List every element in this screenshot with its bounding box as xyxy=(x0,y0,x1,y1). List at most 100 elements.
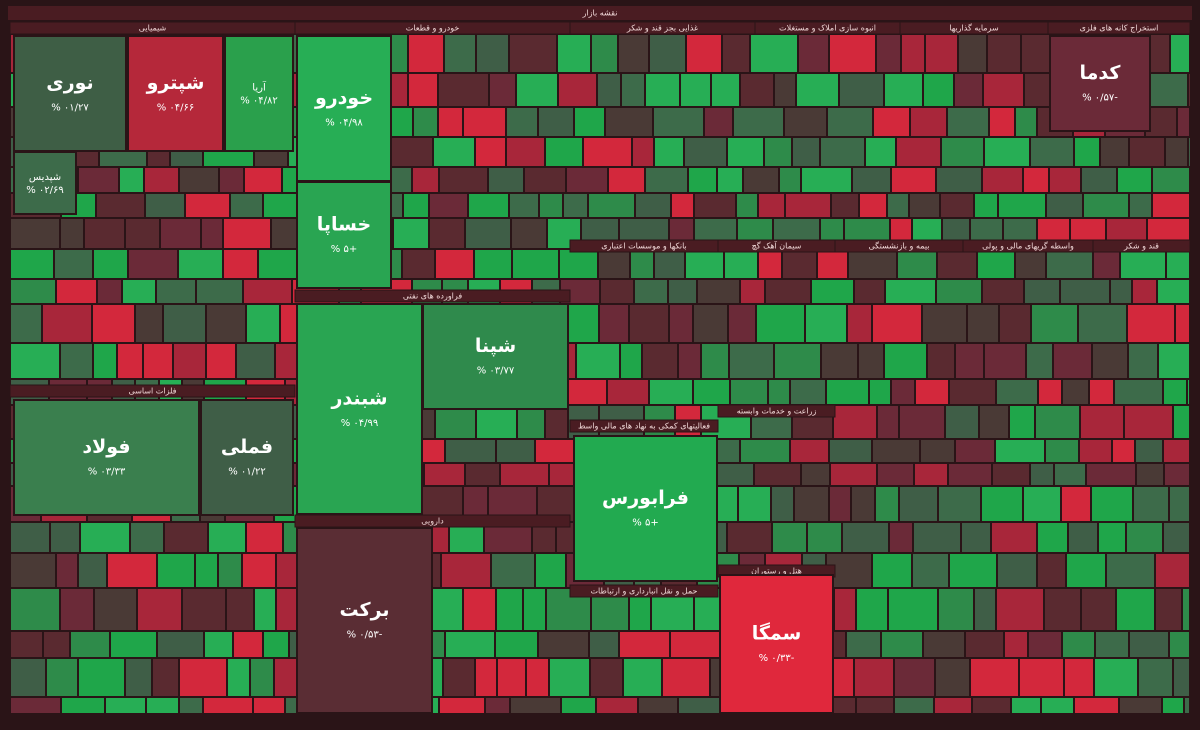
tile xyxy=(948,108,988,136)
tile xyxy=(1062,487,1090,521)
tile xyxy=(1080,440,1111,462)
tile xyxy=(510,194,538,217)
tile xyxy=(180,659,226,696)
tile xyxy=(79,659,124,696)
title-bar xyxy=(8,6,1192,20)
tile xyxy=(1093,344,1127,378)
sector-name: خودرو و قطعات xyxy=(406,24,460,33)
tile xyxy=(643,344,677,378)
tile xyxy=(830,35,875,72)
tile xyxy=(1047,250,1092,278)
tile xyxy=(1130,632,1168,657)
tile xyxy=(589,194,634,217)
tile xyxy=(892,380,914,404)
tile xyxy=(599,250,629,278)
tile xyxy=(769,380,789,404)
tile xyxy=(165,523,207,552)
tile xyxy=(686,250,723,278)
tile xyxy=(11,250,53,278)
tile xyxy=(1174,406,1189,438)
tile xyxy=(937,280,981,303)
tile xyxy=(489,168,523,192)
tile xyxy=(785,108,826,136)
tile xyxy=(1096,632,1128,657)
tile xyxy=(106,698,145,713)
tile xyxy=(924,632,964,657)
tile xyxy=(562,698,595,713)
stock-symbol: خساپا xyxy=(317,214,371,236)
tile xyxy=(1174,659,1189,696)
tile xyxy=(1005,632,1027,657)
tile xyxy=(1183,589,1189,630)
sector-name: استخراج کانه های فلزی xyxy=(1080,24,1159,33)
stock-tile xyxy=(422,303,569,410)
stock-tile xyxy=(719,574,834,714)
tile xyxy=(180,698,202,713)
tile xyxy=(751,35,797,72)
tile xyxy=(755,464,800,485)
tile xyxy=(1054,344,1091,378)
tile xyxy=(741,74,773,106)
tile xyxy=(1069,523,1097,552)
sector-name: دارویی xyxy=(421,517,444,526)
tile xyxy=(855,280,884,303)
tile xyxy=(62,698,104,713)
tile xyxy=(95,589,136,630)
stock-tile xyxy=(573,435,718,582)
tile xyxy=(791,380,825,404)
stock-tile xyxy=(224,35,294,152)
tile xyxy=(966,632,1003,657)
tile xyxy=(164,305,205,342)
stock-tile xyxy=(296,35,392,182)
tile xyxy=(157,280,195,303)
tile xyxy=(466,464,499,485)
tile xyxy=(928,344,954,378)
tile xyxy=(1130,138,1164,166)
tile xyxy=(524,589,545,630)
tile xyxy=(247,523,282,552)
tile xyxy=(848,305,871,342)
sector-header xyxy=(1047,21,1191,35)
tile xyxy=(147,698,178,713)
tile xyxy=(512,219,546,248)
stock-symbol: شپدیس xyxy=(29,172,61,183)
tile xyxy=(885,344,926,378)
tile xyxy=(892,168,935,192)
tile xyxy=(126,659,151,696)
tile xyxy=(1095,659,1137,696)
tile xyxy=(111,632,156,657)
stock-tile xyxy=(13,151,77,215)
tile xyxy=(956,344,983,378)
tile xyxy=(766,280,810,303)
tile xyxy=(853,168,890,192)
tile xyxy=(584,138,631,166)
stock-symbol: شپترو xyxy=(146,72,205,94)
tile xyxy=(606,108,652,136)
tile xyxy=(962,523,990,552)
tile xyxy=(650,380,692,404)
tile xyxy=(442,554,490,587)
tile xyxy=(11,589,59,630)
tile xyxy=(900,487,937,521)
tile xyxy=(913,554,948,587)
tile xyxy=(843,523,888,552)
tile xyxy=(902,35,924,72)
tile xyxy=(849,250,896,278)
sector-name: غذایی بجز قند و شکر xyxy=(626,24,698,33)
tile xyxy=(592,35,617,72)
tile xyxy=(202,219,222,248)
tile xyxy=(1092,487,1132,521)
tile xyxy=(1176,305,1189,342)
stock-tile xyxy=(127,35,224,152)
tile xyxy=(403,250,434,278)
tile xyxy=(939,589,973,630)
tile xyxy=(636,194,670,217)
tile xyxy=(245,168,281,192)
tile xyxy=(783,250,816,278)
tile xyxy=(430,194,467,217)
tile xyxy=(705,108,732,136)
stock-change: % ۰۳/۳۳ xyxy=(88,467,126,478)
tile xyxy=(264,632,288,657)
tile xyxy=(1167,250,1189,278)
